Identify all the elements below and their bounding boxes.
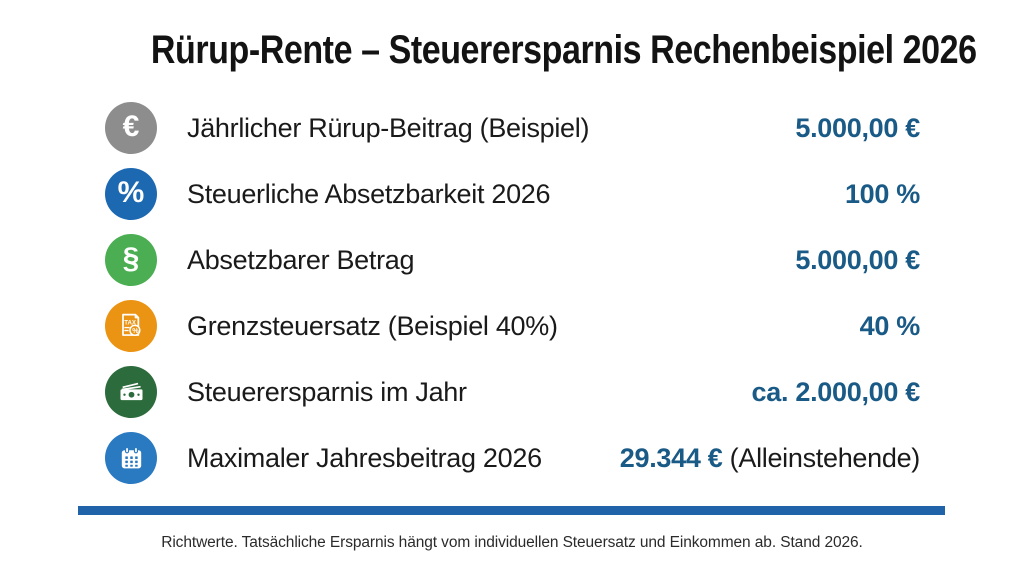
percent-icon: % bbox=[105, 168, 157, 220]
svg-text:TAX: TAX bbox=[124, 319, 137, 326]
row-label: Steuerersparnis im Jahr bbox=[187, 376, 467, 407]
row-label: Grenzsteuersatz (Beispiel 40%) bbox=[187, 310, 558, 341]
table-row: € Jährlicher Rürup-Beitrag (Beispiel) 5.… bbox=[105, 102, 920, 154]
row-value: 40 % bbox=[859, 310, 921, 341]
row-value: 5.000,00 € bbox=[795, 112, 920, 143]
row-label: Jährlicher Rürup-Beitrag (Beispiel) bbox=[187, 112, 590, 143]
table-row: § Absetzbarer Betrag 5.000,00 € bbox=[105, 234, 920, 286]
paragraph-icon: § bbox=[105, 234, 157, 286]
calendar-icon bbox=[105, 432, 157, 484]
euro-icon: € bbox=[105, 102, 157, 154]
row-label: Absetzbarer Betrag bbox=[187, 244, 415, 275]
row-label: Maximaler Jahresbeitrag 2026 bbox=[187, 442, 542, 473]
divider-bar bbox=[78, 506, 945, 515]
fact-rows: € Jährlicher Rürup-Beitrag (Beispiel) 5.… bbox=[105, 102, 920, 484]
page-title: Rürup-Rente – Steuerersparnis Rechenbeis… bbox=[150, 28, 977, 72]
tax-document-icon: TAX % bbox=[105, 300, 157, 352]
banknote-icon bbox=[105, 366, 157, 418]
table-row: Maximaler Jahresbeitrag 2026 29.344 € (A… bbox=[105, 432, 920, 484]
row-value: ca. 2.000,00 € bbox=[751, 376, 921, 407]
disclaimer-text: Richtwerte. Tatsächliche Ersparnis hängt… bbox=[161, 534, 863, 551]
row-value: 29.344 € (Alleinstehende) bbox=[619, 442, 921, 473]
row-value: 100 % bbox=[844, 178, 920, 209]
svg-text:%: % bbox=[132, 326, 139, 335]
row-value-suffix: (Alleinstehende) bbox=[722, 442, 921, 473]
row-value: 5.000,00 € bbox=[795, 244, 920, 275]
table-row: Steuerersparnis im Jahr ca. 2.000,00 € bbox=[105, 366, 920, 418]
row-label: Steuerliche Absetzbarkeit 2026 bbox=[187, 178, 551, 209]
table-row: TAX % Grenzsteuersatz (Beispiel 40%) 40 … bbox=[105, 300, 920, 352]
table-row: % Steuerliche Absetzbarkeit 2026 100 % bbox=[105, 168, 920, 220]
